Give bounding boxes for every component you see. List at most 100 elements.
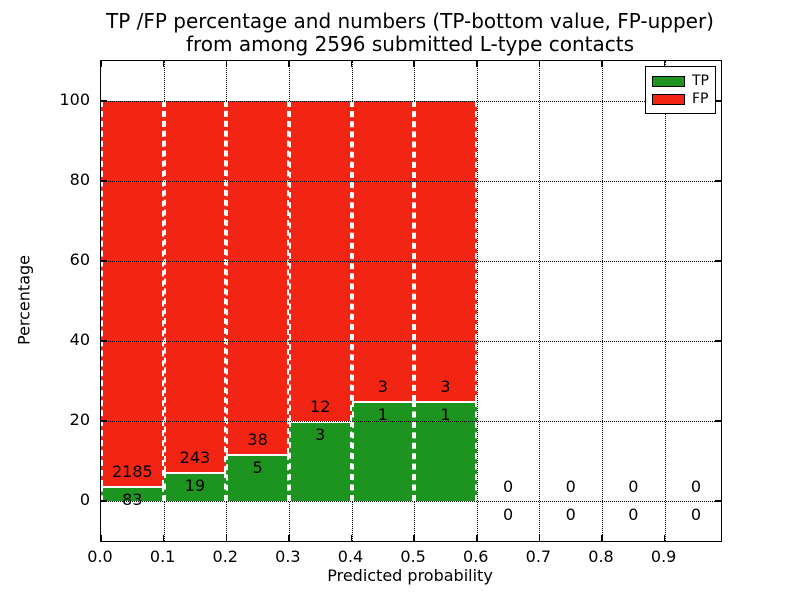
x-tick-mark [601, 535, 603, 541]
fp-count-label: 243 [179, 447, 211, 467]
x-tick-mark-top [538, 61, 541, 67]
legend: TP FP [645, 66, 716, 114]
tp-count-label: 0 [628, 505, 639, 524]
legend-row-tp: TP [652, 72, 709, 90]
tp-count-label: 0 [690, 505, 702, 524]
x-tick-label: 0.7 [525, 547, 552, 566]
y-axis-label: Percentage [14, 254, 34, 346]
tp-bar-segment [351, 401, 415, 501]
y-tick-mark-right [715, 100, 721, 102]
x-tick-label: 0.4 [337, 547, 364, 566]
vertical-gridline [602, 61, 603, 541]
x-tick-mark [100, 535, 102, 541]
vertical-gridline [476, 61, 478, 541]
fp-count-label: 2185 [111, 462, 153, 482]
horizontal-gridline [101, 101, 721, 102]
horizontal-gridline [101, 501, 721, 502]
x-tick-mark-top [413, 61, 415, 67]
y-tick-mark-right [715, 340, 721, 342]
y-tick-mark [101, 100, 107, 102]
x-tick-label: 0.2 [212, 547, 238, 566]
y-tick-label: 80 [69, 170, 90, 189]
x-tick-mark [225, 535, 227, 541]
fp-count-label: 0 [690, 477, 702, 496]
fp-count-label: 12 [310, 397, 331, 416]
x-tick-mark [162, 535, 165, 541]
tp-count-label: 0 [565, 505, 576, 524]
x-tick-mark-top [162, 61, 165, 67]
chart-title-line2: from among 2596 submitted L-type contact… [185, 32, 635, 56]
x-axis-label: Predicted probability [327, 566, 493, 585]
fp-count-label: 0 [565, 477, 576, 496]
x-tick-mark [476, 535, 478, 541]
fp-count-label: 38 [247, 430, 268, 450]
horizontal-gridline [101, 181, 721, 182]
x-tick-mark-top [288, 61, 290, 67]
x-tick-mark [350, 535, 353, 541]
fp-bar-segment [351, 101, 415, 401]
x-tick-mark-top [225, 61, 227, 67]
x-tick-label: 0.1 [149, 547, 176, 566]
fp-count-label: 3 [440, 377, 451, 396]
y-tick-mark [101, 340, 107, 342]
x-tick-mark-top [663, 61, 666, 67]
fp-bar-segment [226, 101, 289, 455]
fp-count-label: 3 [377, 377, 388, 396]
x-tick-mark [538, 535, 541, 541]
x-tick-label: 0.9 [650, 547, 677, 566]
x-tick-mark-top [601, 61, 603, 67]
y-tick-mark-right [715, 180, 721, 182]
x-tick-mark [413, 535, 415, 541]
horizontal-gridline [101, 341, 721, 342]
tp-bar-segment [226, 454, 289, 501]
fp-bar-segment [163, 101, 227, 472]
x-tick-label: 0.3 [275, 547, 301, 566]
legend-label-fp: FP [692, 91, 709, 107]
tp-bar-segment [101, 486, 164, 501]
chart-title-line1: TP /FP percentage and numbers (TP-bottom… [106, 9, 714, 33]
y-tick-mark-right [715, 500, 721, 502]
fp-count-label: 0 [628, 477, 639, 496]
x-tick-label: 0.8 [588, 547, 614, 566]
fp-count-label: 0 [502, 477, 514, 496]
fp-swatch-icon [652, 93, 685, 105]
x-tick-label: 0.6 [463, 547, 489, 566]
horizontal-gridline [101, 421, 721, 422]
y-tick-mark-right [715, 260, 721, 262]
fp-bar-segment [101, 101, 164, 487]
y-tick-mark-right [715, 420, 721, 422]
tp-count-label: 0 [502, 505, 514, 524]
x-tick-label: 0.0 [87, 547, 113, 566]
tp-count-label: 1 [377, 405, 388, 424]
horizontal-gridline [101, 261, 721, 262]
vertical-gridline [664, 61, 666, 541]
tp-count-label: 83 [122, 490, 143, 510]
fp-bar-segment [414, 101, 477, 401]
tp-bar-segment [414, 401, 477, 501]
y-tick-label: 0 [79, 490, 90, 509]
plot-area: 2185 83 243 19 38 5 12 3 3 1 3 1 0 0 0 0 0 0 0 0 [100, 60, 722, 542]
tp-count-label: 1 [440, 405, 451, 424]
tp-count-label: 3 [315, 425, 326, 444]
y-tick-label: 20 [69, 410, 90, 429]
x-tick-mark-top [100, 61, 102, 67]
tp-count-label: 5 [252, 458, 263, 478]
y-tick-label: 100 [59, 90, 90, 109]
tp-swatch-icon [652, 75, 685, 87]
tp-bar-segment [288, 421, 352, 501]
legend-row-fp: FP [652, 90, 709, 108]
x-tick-mark [288, 535, 290, 541]
x-tick-label: 0.5 [400, 547, 426, 566]
chart-title: TP /FP percentage and numbers (TP-bottom… [100, 10, 720, 56]
x-tick-mark [663, 535, 666, 541]
y-tick-mark [101, 500, 107, 502]
y-tick-mark [101, 420, 107, 422]
y-tick-mark [101, 180, 107, 182]
x-tick-mark-top [476, 61, 478, 67]
tp-bar-segment [163, 471, 227, 501]
legend-label-tp: TP [692, 73, 709, 89]
x-tick-mark-top [350, 61, 353, 67]
y-tick-label: 40 [69, 330, 90, 349]
vertical-gridline [539, 61, 541, 541]
